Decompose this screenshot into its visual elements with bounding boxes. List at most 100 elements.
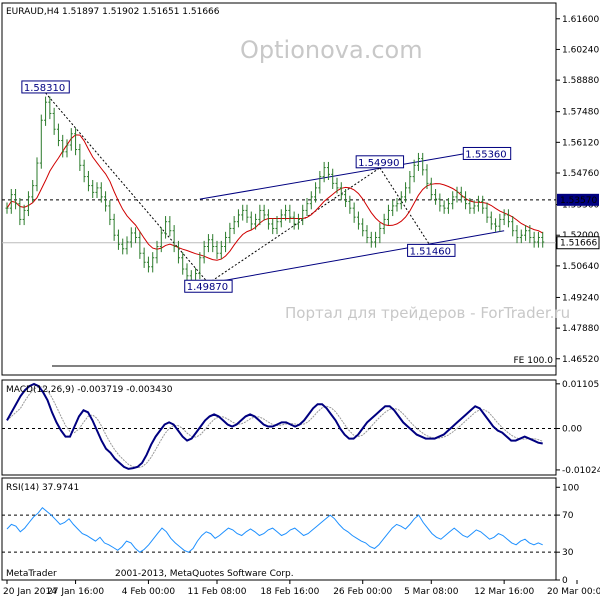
level-price-tag-label: 1.53570 [560,196,597,206]
current-price-tag-label: 1.51666 [560,239,597,249]
macd-y-tick-label: 0.00 [562,425,582,435]
price-bar [476,195,480,212]
price-bar [519,229,523,244]
price-bar [455,186,459,203]
price-panel-header: EURAUD,H4 1.51897 1.51902 1.51651 1.5166… [6,7,220,17]
price-bar [125,236,129,255]
level-price-tag [557,193,599,206]
price-bar [155,240,159,264]
swing-price-label: 1.49870 [187,282,228,293]
macd-panel-frame [1,379,557,476]
x-axis-tick-label: 5 Mar 08:00 [404,587,459,597]
price-bar [159,227,163,253]
price-bar [446,198,450,214]
price-bar [344,189,348,208]
price-y-tick-label: 1.47880 [562,324,599,334]
x-axis-tick-label: 4 Feb 00:00 [122,587,176,597]
price-bar [305,198,309,217]
price-y-tick-label: 1.56120 [562,138,599,148]
price-bar [412,159,416,183]
price-bar [232,216,236,235]
price-bar [5,202,9,214]
price-bar [399,191,403,210]
price-bar [262,204,266,221]
price-bar [536,231,540,248]
price-bar [296,213,300,230]
price-bar [151,252,155,273]
moving-average-line [6,134,543,261]
price-bar [9,189,13,214]
macd-y-tick-label: -0.010243 [562,466,600,476]
watermark-middle: Портал для трейдеров - ForTrader.ru [285,304,570,322]
price-bar [348,195,352,214]
price-bar [339,182,343,201]
price-bar [249,211,253,230]
swing-price-label: 1.54990 [358,158,399,169]
watermark-top: Optionova.com [240,36,423,64]
price-bar [61,134,65,158]
channel-lower-line [208,230,505,284]
swing-price-label-box [407,243,456,257]
channel-upper-line [199,147,496,200]
price-bar [365,225,369,244]
macd-y-tick-label: 0.011051 [562,380,600,390]
price-bar [228,222,232,244]
price-bar [395,198,399,212]
price-bar [44,96,48,126]
price-bar [425,164,429,189]
price-bar [236,209,240,228]
price-y-tick-label: 1.52000 [562,231,599,241]
price-bar [284,204,288,221]
rsi-line [6,506,543,553]
price-bar [502,209,506,226]
price-bar [524,225,528,241]
price-bar [74,128,78,156]
price-bar [408,170,412,194]
price-bar [258,204,262,226]
price-bar [224,231,228,253]
price-bar [416,152,420,171]
app-name-label: MetaTrader [6,569,57,579]
swing-price-label: 1.55360 [465,149,506,160]
price-bar [99,182,103,203]
x-axis-tick-label: 26 Feb 00:00 [333,587,392,597]
price-bar [352,202,356,223]
price-bar [374,231,378,248]
price-bar [309,191,313,210]
price-bar [18,198,22,226]
price-bar [142,247,146,268]
price-bar [511,216,515,237]
rsi-panel-header: RSI(14) 37.9741 [6,483,79,493]
price-bar [86,170,90,192]
x-axis-tick-label: 12 Mar 16:00 [474,587,534,597]
price-bar [164,216,168,239]
price-bar [202,240,206,264]
price-bar [104,191,108,212]
price-bar [288,204,292,223]
price-bar [314,182,318,203]
price-bar [95,182,99,199]
price-bar [31,179,35,203]
price-bar [468,198,472,214]
price-y-tick-label: 1.61600 [562,15,599,25]
price-bar [322,161,326,183]
rsi-y-tick-label: 30 [562,548,574,558]
price-bar [22,204,26,226]
swing-price-label-box [462,146,512,160]
price-bar [211,234,215,253]
price-bar [245,204,249,223]
macd-panel-header: MACD(12,26,9) -0.003719 -0.003430 [6,385,173,395]
price-bar [442,200,446,214]
price-bar [146,256,150,273]
swing-price-label-box [355,155,405,169]
x-axis-tick-label: 18 Feb 16:00 [260,587,319,597]
price-bar [391,200,395,217]
price-bar [134,227,138,244]
price-bar [121,238,125,255]
price-bar [318,170,322,194]
price-bar [138,231,142,259]
x-axis-tick-label: 20 Mar 00:00 [547,587,600,597]
price-bar [301,204,305,226]
price-bar [26,191,30,217]
